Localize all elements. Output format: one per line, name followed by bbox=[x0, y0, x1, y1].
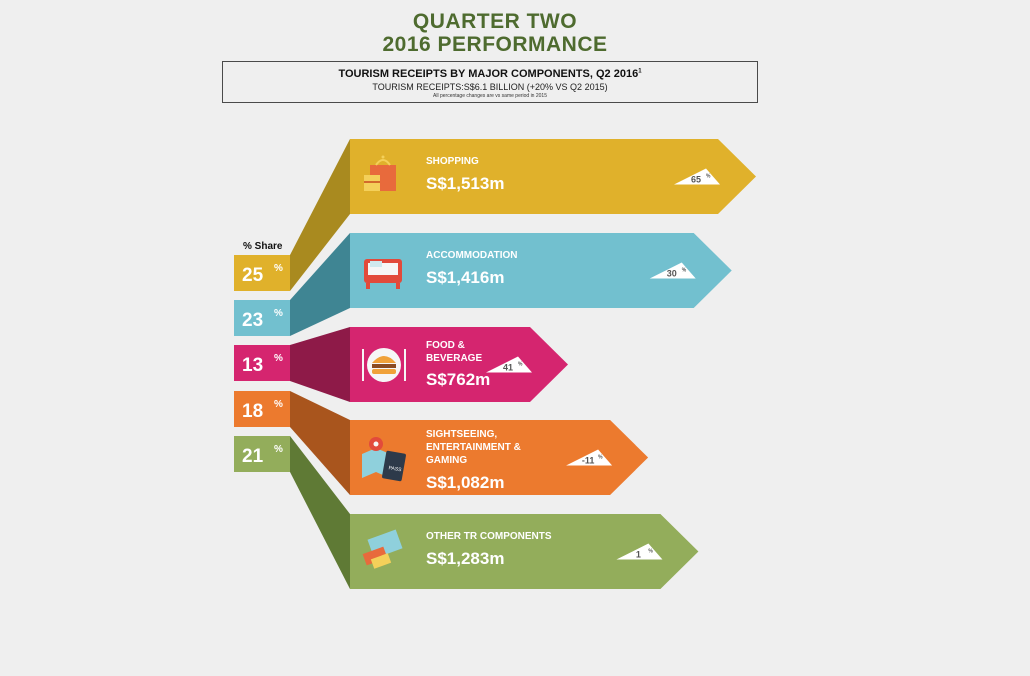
change-value: 41 bbox=[503, 363, 513, 373]
share-value: 21 bbox=[242, 446, 264, 467]
box-title: TOURISM RECEIPTS BY MAJOR COMPONENTS, Q2… bbox=[223, 68, 757, 80]
box-subtitle: TOURISM RECEIPTS:S$6.1 BILLION (+20% VS … bbox=[372, 82, 608, 92]
change-value: -11 bbox=[582, 456, 595, 466]
share-value: 13 bbox=[242, 355, 263, 376]
category-label: FOOD & bbox=[426, 340, 465, 351]
bar bbox=[350, 514, 699, 589]
share-value: 23 bbox=[242, 310, 263, 331]
page-title: QUARTER TWO 2016 PERFORMANCE bbox=[0, 10, 990, 56]
bar bbox=[350, 327, 568, 402]
change-percent-sign: % bbox=[518, 362, 523, 368]
share-percent-sign: % bbox=[274, 444, 283, 455]
title-line-2: 2016 PERFORMANCE bbox=[382, 33, 608, 56]
shopping-bag-icon bbox=[364, 155, 396, 191]
bar bbox=[350, 233, 732, 308]
share-box bbox=[234, 255, 290, 291]
box-title-footnote: 1 bbox=[638, 68, 642, 75]
value-label: S$1,283m bbox=[426, 549, 504, 568]
burger-plate-icon bbox=[362, 348, 406, 382]
change-badge bbox=[649, 262, 696, 279]
category-label: GAMING bbox=[426, 455, 467, 466]
connector-ribbon bbox=[290, 327, 350, 402]
category-label: ACCOMMODATION bbox=[426, 250, 517, 261]
value-label: S$1,513m bbox=[426, 174, 504, 193]
category-label: OTHER TR COMPONENTS bbox=[426, 531, 552, 542]
value-label: S$1,082m bbox=[426, 473, 504, 492]
share-percent-sign: % bbox=[274, 353, 283, 364]
change-value: 65 bbox=[691, 175, 701, 185]
change-badge bbox=[674, 168, 720, 185]
tickets-icon bbox=[362, 529, 403, 569]
title-line-1: QUARTER TWO bbox=[412, 10, 578, 33]
connector-ribbon bbox=[290, 391, 350, 495]
change-percent-sign: % bbox=[682, 268, 687, 274]
bed-icon bbox=[364, 259, 402, 289]
value-label: S$1,416m bbox=[426, 268, 504, 287]
change-badge bbox=[566, 449, 613, 466]
share-box bbox=[234, 436, 290, 472]
connector-ribbon bbox=[290, 233, 350, 336]
change-percent-sign: % bbox=[706, 174, 711, 180]
share-box bbox=[234, 300, 290, 336]
share-box bbox=[234, 391, 290, 427]
svg-text:PASS: PASS bbox=[388, 465, 402, 473]
category-label: SIGHTSEEING, bbox=[426, 429, 497, 440]
category-label: SHOPPING bbox=[426, 156, 479, 167]
change-badge bbox=[616, 543, 663, 560]
connector-ribbon bbox=[290, 139, 350, 291]
subtitle-box: TOURISM RECEIPTS BY MAJOR COMPONENTS, Q2… bbox=[222, 61, 758, 103]
box-title-text: TOURISM RECEIPTS BY MAJOR COMPONENTS, Q2… bbox=[338, 68, 639, 80]
category-label: BEVERAGE bbox=[426, 353, 482, 364]
map-passport-icon: PASS bbox=[362, 437, 406, 482]
category-label: ENTERTAINMENT & bbox=[426, 442, 521, 453]
change-value: 30 bbox=[667, 269, 677, 279]
share-percent-sign: % bbox=[274, 263, 283, 274]
change-percent-sign: % bbox=[648, 549, 653, 555]
share-value: 25 bbox=[242, 265, 264, 286]
share-value: 18 bbox=[242, 401, 263, 422]
connector-ribbon bbox=[290, 436, 350, 589]
share-percent-sign: % bbox=[274, 308, 283, 319]
bar bbox=[350, 420, 649, 495]
bar bbox=[350, 139, 756, 214]
value-label: S$762m bbox=[426, 370, 490, 389]
change-badge bbox=[486, 356, 532, 373]
box-note: All percentage changes are vs same perio… bbox=[433, 93, 547, 99]
share-label: % Share bbox=[243, 241, 283, 252]
change-value: 1 bbox=[636, 550, 641, 560]
share-box bbox=[234, 345, 290, 381]
share-percent-sign: % bbox=[274, 399, 283, 410]
change-percent-sign: % bbox=[598, 455, 603, 461]
